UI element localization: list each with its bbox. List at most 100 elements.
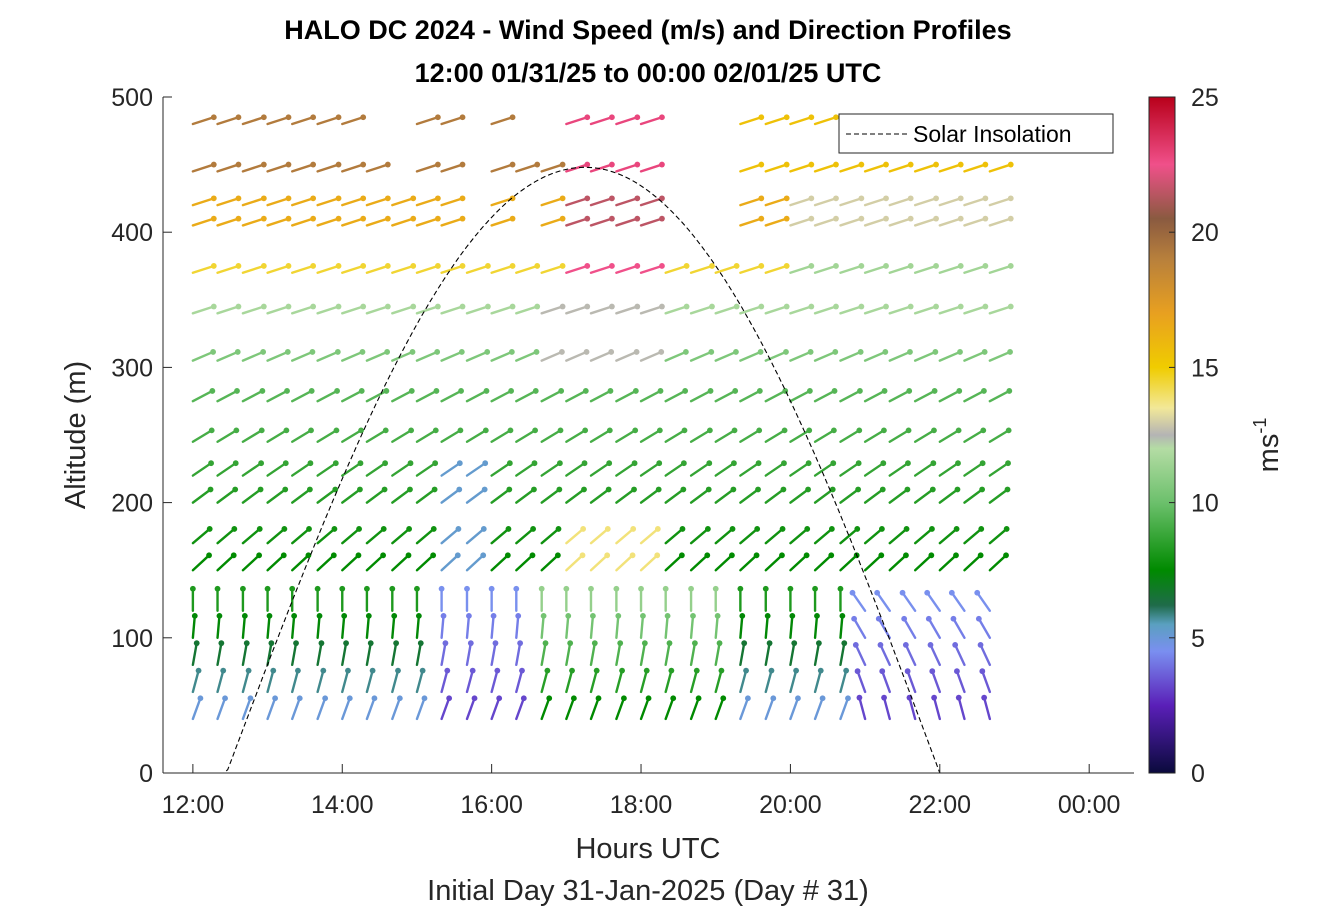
wind-barb-head	[208, 427, 215, 434]
wind-barb-shaft	[365, 488, 386, 504]
wind-barb-head	[506, 486, 513, 493]
wind-barb-shaft	[689, 389, 712, 403]
wind-barb-head	[380, 526, 387, 532]
wind-barb-head	[905, 460, 911, 467]
wind-barb-head	[855, 460, 862, 467]
wind-barb-shaft	[415, 461, 437, 477]
wind-barb-head	[584, 303, 591, 310]
wind-barb-shaft	[291, 305, 315, 315]
wind-barb-head	[955, 460, 961, 467]
wind-barb-shaft	[963, 389, 986, 403]
wind-barb-head	[932, 349, 939, 355]
wind-barb-shaft	[938, 527, 958, 545]
wind-barb-head	[260, 161, 267, 168]
wind-barb-head	[1005, 460, 1011, 467]
wind-barb-head	[559, 195, 566, 202]
wind-barb-head	[638, 585, 644, 592]
wind-barb-head	[925, 615, 932, 622]
wind-barb-shaft	[739, 641, 746, 667]
wind-barb-head	[345, 667, 351, 674]
wind-barb-head	[828, 526, 835, 532]
wind-barb-head	[839, 612, 846, 619]
wind-barb-shaft	[365, 197, 390, 207]
wind-barb-head	[779, 526, 786, 532]
wind-barb-shaft	[415, 614, 421, 639]
wind-barb-shaft	[391, 217, 415, 227]
wind-barb-shaft	[988, 264, 1012, 274]
wind-barb-head	[793, 667, 800, 674]
wind-barb-head	[764, 612, 771, 619]
wind-barb-shaft	[913, 554, 933, 572]
wind-barb-head	[515, 612, 522, 619]
wind-barb-head	[581, 486, 587, 493]
wind-barb-shaft	[664, 429, 686, 443]
colorbar-ticks: 0 5 10 15 20 25	[1169, 84, 1219, 788]
wind-barb-shaft	[341, 429, 363, 443]
wind-barb-shaft	[863, 389, 886, 403]
wind-barb-head	[339, 585, 346, 592]
wind-barb-head	[743, 667, 749, 674]
wind-barb-shaft	[266, 614, 271, 639]
wind-barb-shaft	[963, 488, 984, 504]
wind-barb-shaft	[291, 669, 300, 694]
wind-barb-shaft	[963, 350, 986, 362]
wind-barb-head	[305, 552, 312, 559]
wind-barb-shaft	[440, 389, 463, 403]
wind-barb-shaft	[938, 429, 960, 443]
wind-barb-head	[580, 526, 587, 532]
wind-barb-shaft	[813, 461, 835, 477]
wind-barb-head	[289, 585, 296, 592]
wind-barb-head	[781, 460, 787, 467]
wind-barb-head	[882, 349, 889, 355]
wind-barb-head	[256, 526, 263, 532]
wind-barb-shaft	[365, 217, 390, 227]
wind-barb-shaft	[813, 389, 836, 403]
colorbar-tick-label: 15	[1191, 354, 1219, 382]
wind-barb-head	[879, 486, 886, 493]
wind-barb-head	[709, 263, 715, 269]
wind-barb-shaft	[739, 116, 763, 126]
wind-barb-head	[517, 640, 524, 647]
wind-barb-shaft	[515, 641, 522, 667]
wind-barb-shaft	[925, 591, 941, 612]
wind-barb-head	[795, 695, 801, 702]
wind-barb-head	[434, 195, 441, 202]
wind-barb-shaft	[241, 163, 266, 173]
wind-barb-head	[933, 263, 939, 269]
wind-barb-head	[693, 667, 700, 674]
wind-barb-head	[754, 526, 761, 532]
wind-barb-shaft	[913, 350, 937, 362]
wind-barb-head	[369, 667, 376, 674]
wind-barb-head	[634, 114, 641, 121]
wind-barb-shaft	[540, 614, 545, 639]
wind-barb-head	[334, 349, 341, 355]
wind-barb-head	[285, 114, 292, 121]
wind-barb-head	[433, 388, 440, 394]
wind-barb-head	[407, 460, 414, 467]
wind-barb-shaft	[615, 429, 637, 443]
wind-barb-shaft	[789, 614, 794, 639]
wind-barb-shaft	[854, 643, 867, 667]
wind-barb-shaft	[764, 305, 788, 315]
wind-barb-head	[295, 667, 301, 674]
wind-barb-shaft	[938, 461, 960, 477]
wind-barb-head	[957, 161, 964, 168]
wind-barb-head	[655, 486, 662, 493]
wind-barb-head	[632, 427, 639, 434]
wind-barb-shaft	[316, 697, 327, 721]
wind-barb-head	[434, 263, 441, 269]
wind-barb-shaft	[291, 527, 311, 545]
wind-barb-shaft	[515, 614, 520, 639]
wind-barb-shaft	[365, 669, 374, 694]
wind-barb-head	[245, 667, 252, 674]
wind-barb-head	[343, 640, 349, 647]
wind-barb-shaft	[465, 350, 489, 362]
wind-barb-shaft	[615, 697, 626, 721]
wind-barb-head	[955, 427, 962, 434]
wind-barb-head	[807, 349, 814, 355]
wind-barb-shaft	[639, 697, 650, 721]
wind-barb-shaft	[639, 614, 645, 639]
wind-barb-shaft	[291, 116, 315, 126]
colorbar-tick-label: 20	[1191, 219, 1219, 247]
wind-barb-head	[258, 427, 265, 434]
